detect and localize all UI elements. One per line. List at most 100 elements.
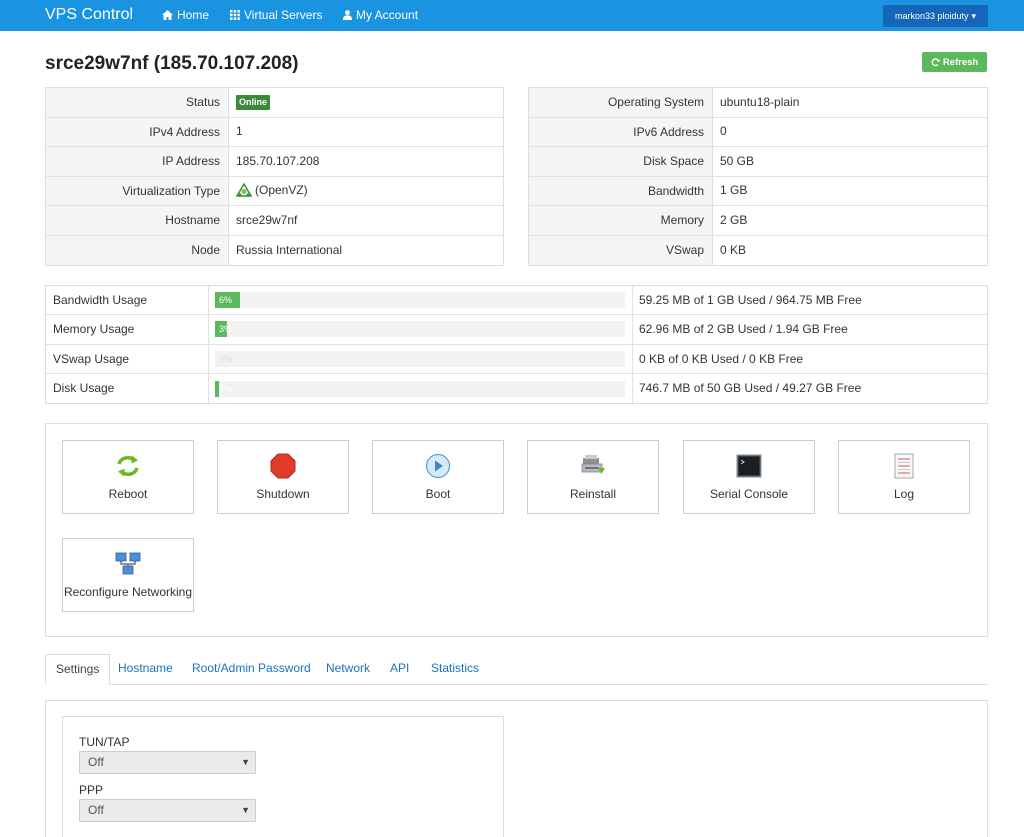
usage-label: Disk Usage [46, 373, 209, 404]
reboot-icon [114, 453, 142, 479]
usage-bar-cell: 1% [209, 373, 633, 404]
serial-console-button[interactable]: Serial Console [683, 440, 815, 514]
tuntap-label: TUN/TAP [79, 735, 130, 749]
info-value: 0 [720, 124, 727, 139]
info-label: IPv6 Address [529, 117, 713, 146]
boot-button[interactable]: Boot [372, 440, 504, 514]
chevron-down-icon: ▼ [241, 757, 250, 767]
server-info-table-right: Operating System ubuntu18-plain IPv6 Add… [528, 87, 988, 266]
settings-card [62, 716, 504, 837]
progress-fill: 3% [215, 321, 232, 338]
caret-down-icon: ▾ [971, 10, 977, 21]
usage-label: VSwap Usage [46, 344, 209, 373]
tab-network[interactable]: Network [326, 661, 371, 675]
info-value: ubuntu18-plain [720, 94, 800, 109]
progress-bar: 1% [215, 380, 625, 397]
status-badge: Online [236, 94, 271, 110]
brand-logo[interactable]: VPS Control [45, 6, 134, 23]
reinstall-icon [579, 453, 607, 479]
info-value: 0 KB [720, 242, 747, 257]
settings-tabs: Settings Hostname Root/Admin Password Ne… [45, 654, 988, 685]
usage-bar-cell: 0% [209, 344, 633, 373]
user-name: markon33 ploiduty [894, 11, 969, 21]
log-label: Log [893, 487, 915, 501]
info-label: Hostname [46, 206, 229, 235]
info-label: IP Address [46, 147, 229, 176]
info-label: Memory [529, 206, 713, 235]
shutdown-label: Shutdown [256, 487, 310, 501]
reconfigure-networking-button[interactable]: Reconfigure Networking [62, 538, 194, 612]
log-button[interactable]: Log [838, 440, 970, 514]
network-icon [114, 551, 142, 577]
usage-label: Bandwidth Usage [46, 286, 209, 315]
tab-api[interactable]: API [390, 661, 410, 675]
reinstall-label: Reinstall [569, 487, 617, 501]
nav-home[interactable]: Home [162, 8, 209, 22]
usage-row-disk: Disk Usage 1% 746.7 MB of 50 GB Used / 4… [46, 373, 987, 404]
tuntap-select[interactable]: Off ▼ [79, 751, 256, 774]
info-row-virtualization: Virtualization Type (OpenVZ) [46, 176, 503, 206]
info-label: IPv4 Address [46, 117, 229, 146]
progress-fill: 0% [219, 353, 233, 364]
nav-virtual-servers[interactable]: Virtual Servers [230, 8, 322, 22]
settings-panel [45, 700, 988, 837]
info-value: 1 [236, 124, 243, 139]
info-label: Operating System [529, 88, 713, 117]
info-label: Virtualization Type [46, 176, 229, 205]
progress-bar: 6% [215, 292, 625, 309]
user-menu-button[interactable]: markon33 ploiduty ▾ [883, 5, 988, 27]
top-navbar: VPS Control Home Virtual Servers My Acco… [0, 0, 1024, 31]
tab-settings[interactable]: Settings [45, 654, 111, 685]
shutdown-button[interactable]: Shutdown [217, 440, 349, 514]
usage-text: 746.7 MB of 50 GB Used / 49.27 GB Free [639, 380, 862, 395]
reinstall-button[interactable]: Reinstall [527, 440, 659, 514]
usage-text: 0 KB of 0 KB Used / 0 KB Free [639, 351, 804, 366]
ppp-label: PPP [79, 783, 104, 797]
info-row-hostname: Hostname srce29w7nf [46, 206, 503, 236]
server-info-table-left: Status Online IPv4 Address 1 IP Address … [45, 87, 504, 266]
usage-bar-cell: 3% [209, 315, 633, 344]
tab-root-password[interactable]: Root/Admin Password [192, 661, 311, 675]
grid-icon [230, 10, 240, 20]
nav-my-account[interactable]: My Account [343, 8, 418, 22]
info-row-bandwidth: Bandwidth 1 GB [529, 176, 987, 206]
info-label: Disk Space [529, 147, 713, 176]
info-label: Bandwidth [529, 176, 713, 205]
info-value: srce29w7nf [236, 212, 298, 227]
tab-statistics[interactable]: Statistics [431, 661, 480, 675]
tab-hostname[interactable]: Hostname [118, 661, 173, 675]
info-row-ipv6: IPv6 Address 0 [529, 117, 987, 147]
info-label: Status [46, 88, 229, 117]
progress-fill: 6% [215, 292, 240, 309]
info-row-vswap: VSwap 0 KB [529, 235, 987, 265]
usage-bar-cell: 6% [209, 286, 633, 315]
boot-label: Boot [425, 487, 451, 501]
nav-virtual-servers-label: Virtual Servers [244, 8, 323, 22]
actions-panel [45, 423, 988, 637]
reboot-button[interactable]: Reboot [62, 440, 194, 514]
usage-row-memory: Memory Usage 3% 62.96 MB of 2 GB Used / … [46, 315, 987, 345]
ppp-select[interactable]: Off ▼ [79, 799, 256, 822]
info-row-node: Node Russia International [46, 235, 503, 265]
user-icon [343, 10, 352, 20]
info-value: 50 GB [720, 153, 755, 168]
page-title: srce29w7nf (185.70.107.208) [45, 53, 299, 74]
refresh-label: Refresh [942, 56, 979, 68]
info-row-memory: Memory 2 GB [529, 206, 987, 236]
usage-row-bandwidth: Bandwidth Usage 6% 59.25 MB of 1 GB Used… [46, 286, 987, 316]
play-icon [424, 453, 452, 479]
info-row-os: Operating System ubuntu18-plain [529, 88, 987, 118]
usage-text: 62.96 MB of 2 GB Used / 1.94 GB Free [639, 322, 848, 337]
refresh-button[interactable]: Refresh [922, 52, 987, 72]
stop-icon [269, 453, 297, 479]
info-label: Node [46, 235, 229, 265]
info-value: 1 GB [720, 183, 748, 198]
info-row-ip: IP Address 185.70.107.208 [46, 147, 503, 177]
info-value: 2 GB [720, 212, 748, 227]
home-icon [162, 10, 173, 20]
log-icon [890, 453, 918, 479]
ppp-value: Off [88, 803, 104, 817]
progress-bar: 3% [215, 321, 625, 338]
progress-fill: 1% [215, 380, 232, 397]
refresh-icon [931, 57, 940, 66]
